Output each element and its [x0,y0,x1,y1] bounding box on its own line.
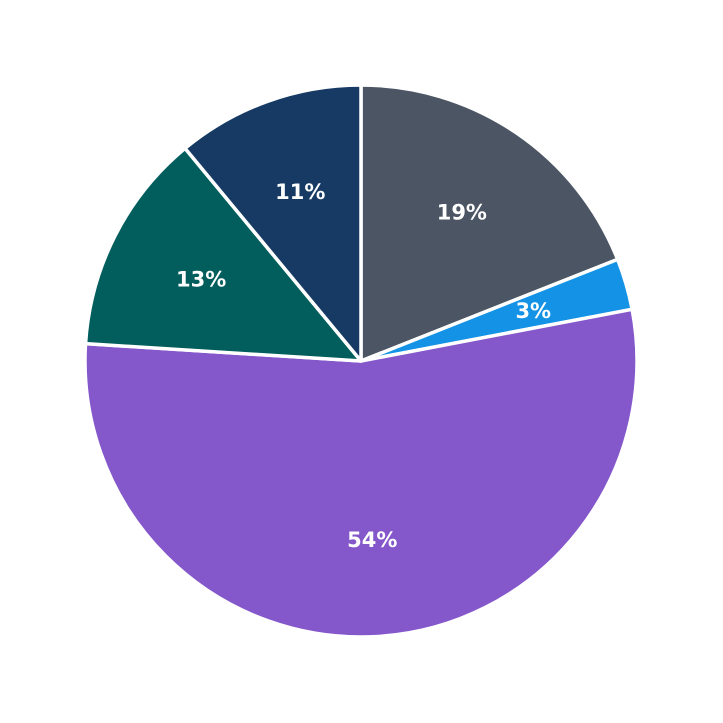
slice-percent-label: 13% [176,268,226,292]
pie-slice-54pct [83,307,639,639]
pie-slice-11pct [183,83,363,363]
slice-percent-label: 3% [515,299,551,323]
slice-percent-label: 19% [437,201,487,225]
pie-slice-13pct [83,146,363,363]
slice-percent-label: 11% [275,180,325,204]
pie-slices [83,83,639,639]
pie-labels: 19% 3% 54% 13% 11% [176,180,551,552]
slice-percent-label: 54% [347,528,397,552]
pie-slice-19pct [359,83,620,363]
